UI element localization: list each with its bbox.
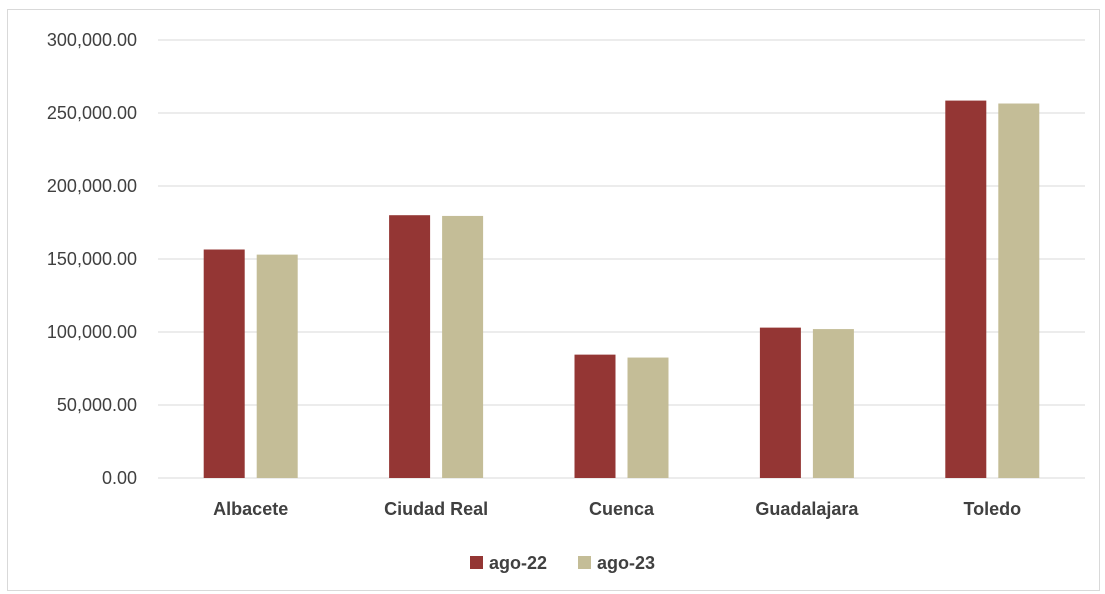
x-category-label: Ciudad Real [384, 499, 488, 519]
gridlines [158, 39, 1085, 479]
legend-label: ago-23 [597, 553, 655, 573]
bar-ago-22-albacete [203, 249, 245, 478]
bar-ago-23-cuenca [627, 357, 669, 478]
y-tick-label: 100,000.00 [47, 322, 137, 342]
y-tick-label: 50,000.00 [57, 395, 137, 415]
legend-label: ago-22 [489, 553, 547, 573]
legend-swatch [470, 556, 483, 569]
bar-ago-22-toledo [945, 100, 987, 478]
bar-ago-22-ciudad-real [389, 215, 431, 478]
bars [203, 100, 1040, 478]
y-axis-ticks: 0.00 50,000.00 100,000.00 150,000.00 200,000… [47, 30, 137, 488]
y-tick-label: 150,000.00 [47, 249, 137, 269]
legend-swatch [578, 556, 591, 569]
y-tick-label: 300,000.00 [47, 30, 137, 50]
bar-ago-23-albacete [256, 254, 298, 478]
bar-ago-22-guadalajara [759, 327, 801, 478]
legend: ago-22 ago-23 [470, 553, 655, 573]
y-tick-label: 0.00 [102, 468, 137, 488]
chart-area [7, 9, 1100, 591]
y-tick-label: 200,000.00 [47, 176, 137, 196]
x-category-label: Cuenca [589, 499, 655, 519]
x-category-label: Toledo [963, 499, 1021, 519]
bar-ago-23-guadalajara [812, 329, 854, 478]
x-axis-categories: Albacete Ciudad Real Cuenca Guadalajara Tole… [213, 499, 1021, 519]
y-tick-label: 250,000.00 [47, 103, 137, 123]
x-category-label: Guadalajara [755, 499, 859, 519]
bar-ago-23-ciudad-real [442, 215, 484, 478]
bar-ago-23-toledo [998, 103, 1040, 478]
bar-ago-22-cuenca [574, 354, 616, 478]
x-category-label: Albacete [213, 499, 288, 519]
